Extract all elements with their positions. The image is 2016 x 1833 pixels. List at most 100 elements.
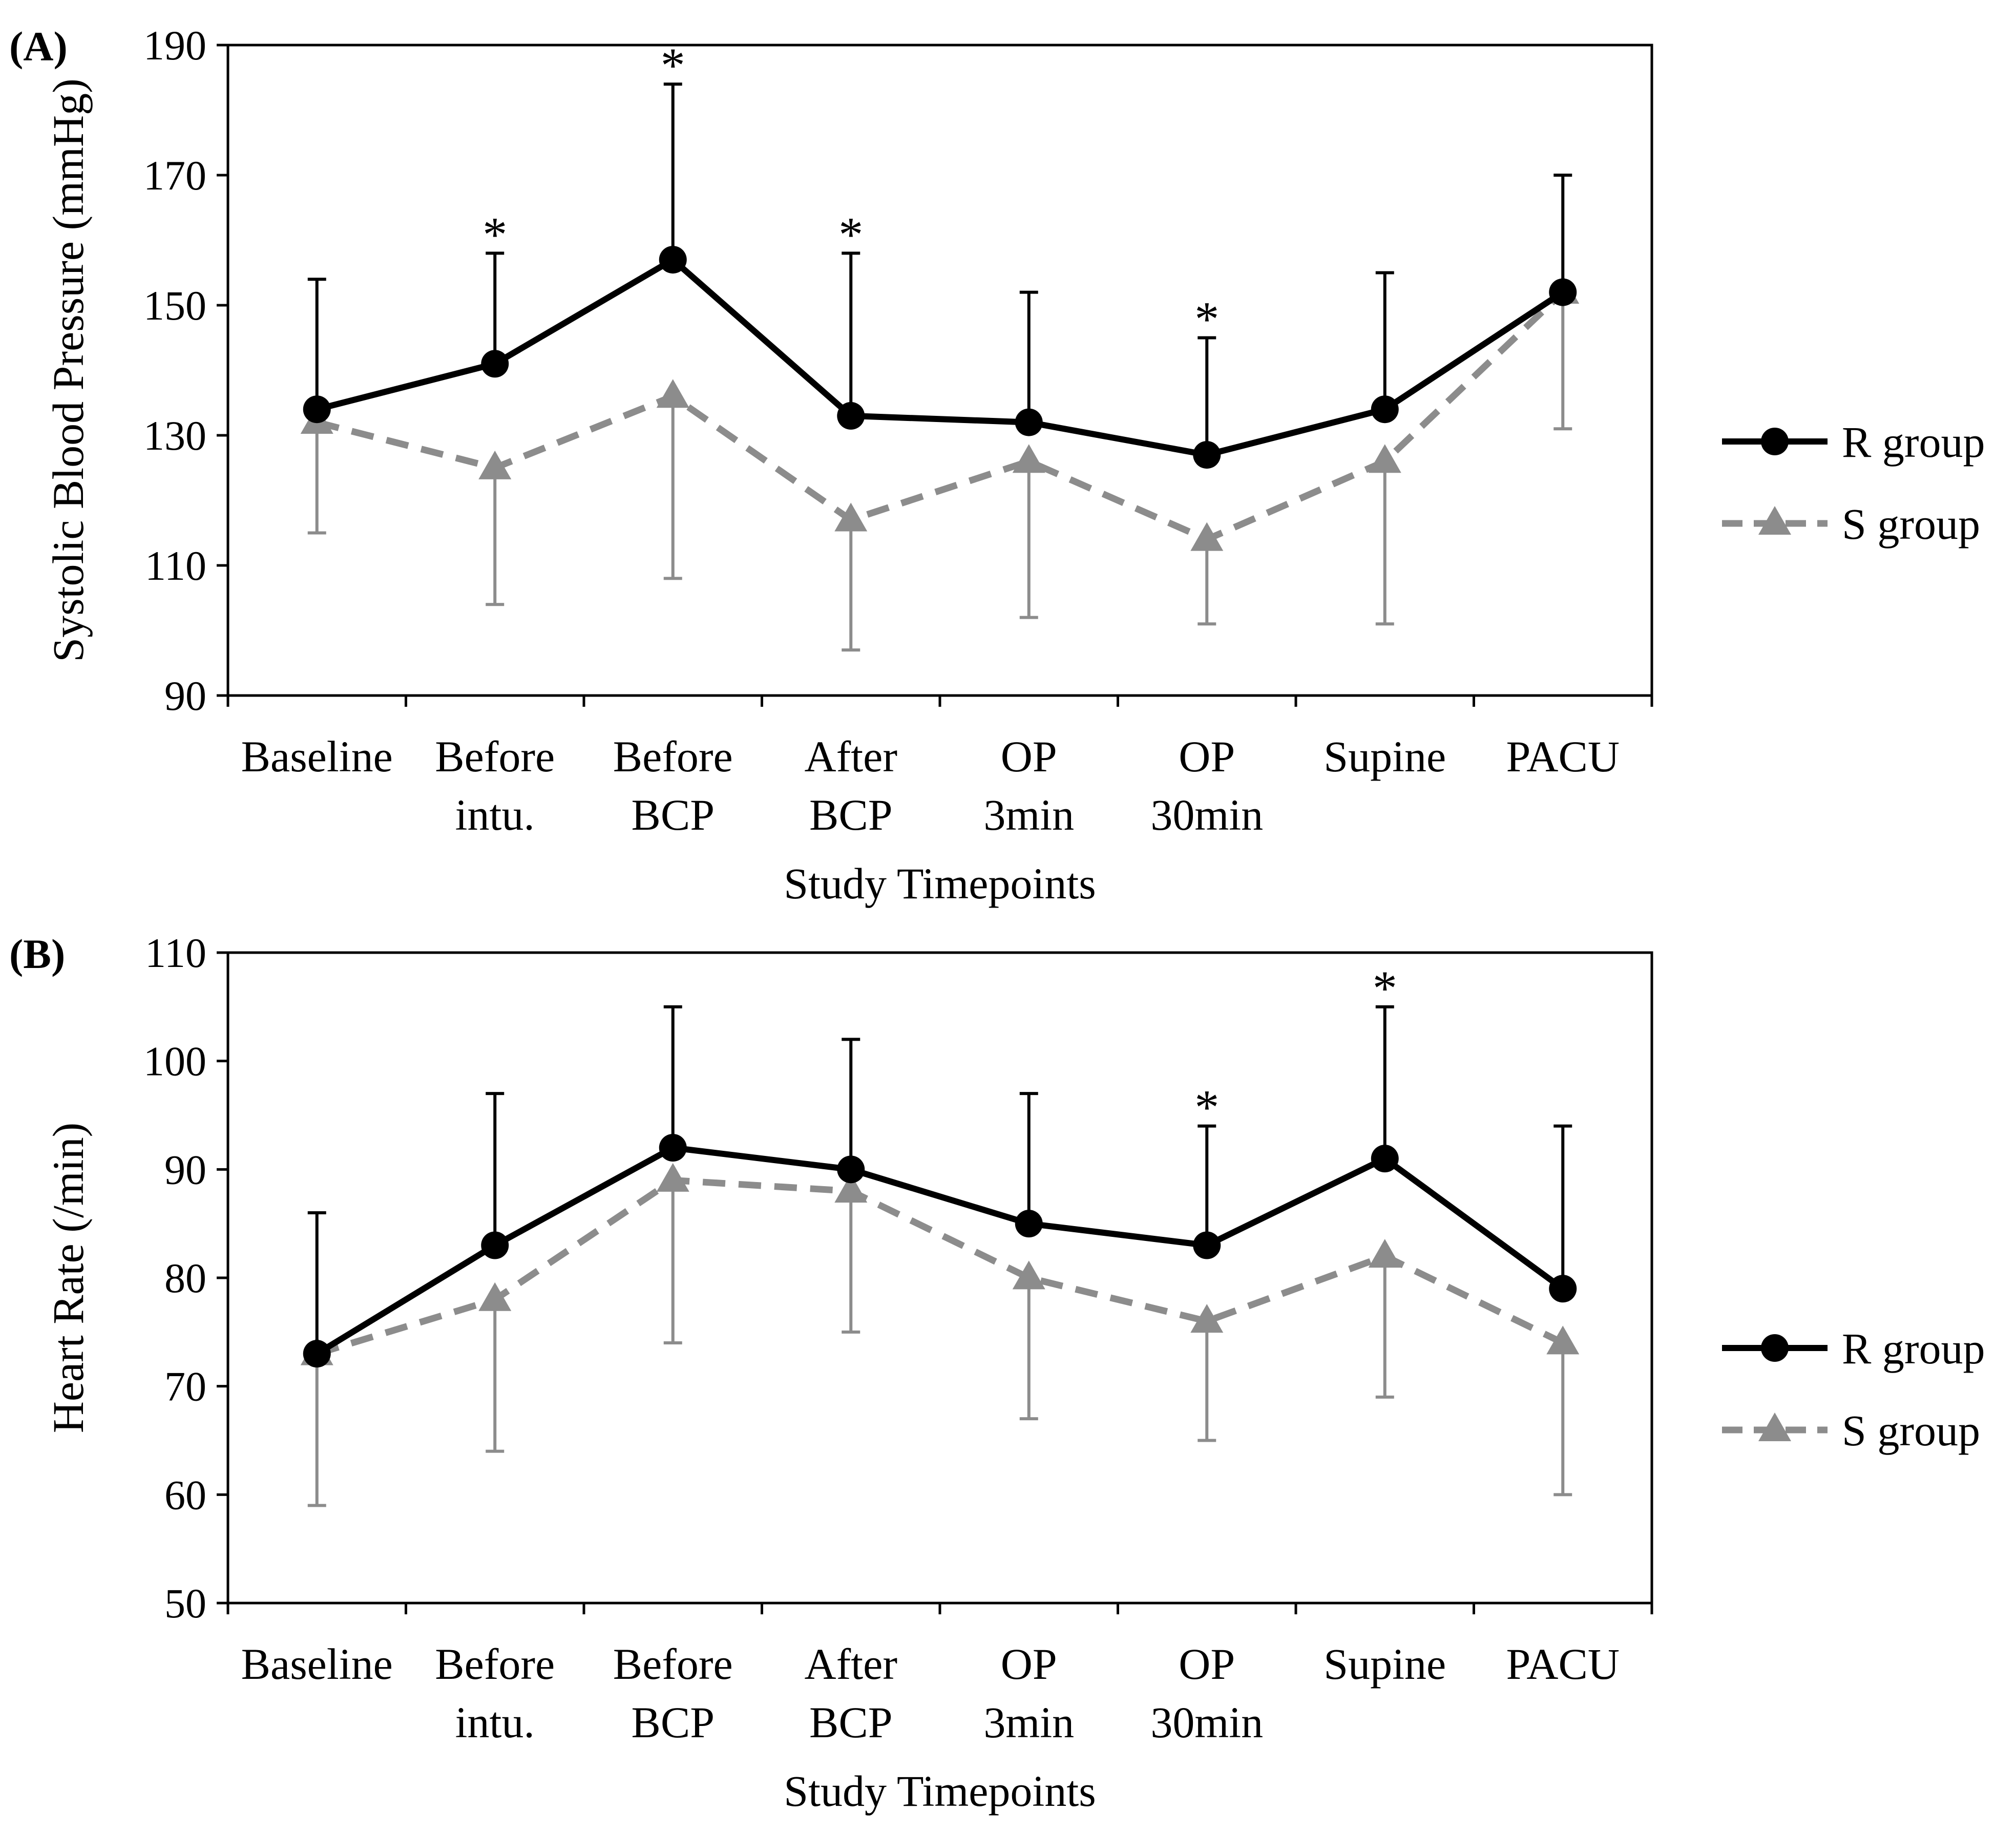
- y-tick-label: 150: [143, 282, 206, 329]
- y-tick-label: 60: [164, 1471, 206, 1518]
- data-point: [1190, 522, 1224, 551]
- data-point: [837, 1155, 865, 1184]
- x-category-label: Before: [435, 1639, 555, 1689]
- x-category-label: After: [805, 1639, 897, 1689]
- data-point: [1012, 444, 1045, 473]
- x-category-label: PACU: [1506, 732, 1620, 781]
- x-category-label: PACU: [1506, 1639, 1620, 1689]
- series-line: [316, 257, 1565, 458]
- x-category-label: 3min: [983, 1698, 1074, 1747]
- data-point: [1549, 1275, 1577, 1303]
- x-category-label: After: [805, 732, 897, 781]
- data-point: [1015, 1210, 1043, 1238]
- x-category-label: BCP: [631, 1698, 715, 1747]
- series-line: [315, 1145, 1565, 1357]
- series-r-group: [303, 1005, 1577, 1368]
- chart-panel-2: 50 60 70 80 90 100 110 Baseline Before intu. Befor…: [9, 930, 1985, 1816]
- data-point: [1190, 1304, 1224, 1333]
- y-tick-label: 130: [143, 412, 206, 459]
- y-tick-label: 50: [164, 1580, 206, 1627]
- legend: R group S group: [1722, 1324, 1985, 1455]
- x-category-label: Supine: [1324, 732, 1446, 781]
- legend-label: S group: [1842, 499, 1980, 549]
- data-point: [834, 1174, 868, 1203]
- y-tick-label: 110: [145, 930, 206, 976]
- legend: R group S group: [1722, 417, 1985, 549]
- plot-frame: [226, 44, 1653, 697]
- data-point: [1368, 444, 1401, 473]
- legend-marker: [1761, 428, 1789, 455]
- series-line: [316, 289, 1565, 543]
- series-line: [316, 1177, 1565, 1357]
- data-point: [303, 1340, 331, 1368]
- x-category-label: 3min: [983, 790, 1074, 839]
- panel-label: (A): [9, 23, 68, 70]
- y-axis-title: Systolic Blood Pressure (mmHg): [44, 78, 93, 662]
- data-point: [1368, 1239, 1401, 1268]
- data-point: [1193, 1231, 1221, 1259]
- x-category-label: Supine: [1324, 1639, 1446, 1689]
- legend-label: R group: [1842, 1324, 1985, 1373]
- significance-asterisk: *: [1194, 292, 1219, 347]
- x-category-label: OP: [1001, 1639, 1057, 1689]
- y-tick-label: 190: [143, 22, 206, 69]
- x-category-label: 30min: [1150, 790, 1263, 839]
- x-category-label: Before: [613, 1639, 733, 1689]
- legend-marker: [1761, 1334, 1789, 1362]
- significance-asterisk: *: [1373, 961, 1397, 1016]
- data-point: [656, 379, 689, 408]
- x-category-label: 30min: [1150, 1698, 1263, 1747]
- x-category-label: BCP: [809, 790, 893, 839]
- data-point: [478, 450, 512, 479]
- data-point: [481, 1231, 509, 1259]
- x-category-label: Baseline: [241, 732, 393, 781]
- data-point: [659, 246, 687, 274]
- data-point: [478, 1282, 512, 1311]
- x-category-label: Before: [613, 732, 733, 781]
- x-category-label: BCP: [631, 790, 715, 839]
- significance-asterisk: *: [482, 207, 507, 262]
- data-point: [1371, 1145, 1399, 1173]
- data-point: [1546, 1325, 1580, 1355]
- series-s-group: [300, 275, 1580, 652]
- y-tick-label: 170: [143, 152, 206, 199]
- significance-asterisk: *: [661, 38, 685, 93]
- y-tick-label: 70: [164, 1363, 206, 1410]
- legend-label: R group: [1842, 417, 1985, 467]
- legend-label: S group: [1842, 1406, 1980, 1455]
- y-axis-title: Heart Rate (/min): [44, 1123, 93, 1434]
- x-category-label: Baseline: [241, 1639, 393, 1689]
- y-tick-label: 110: [145, 542, 206, 589]
- x-axis-title: Study Timepoints: [784, 1766, 1096, 1816]
- x-category-label: intu.: [455, 790, 535, 839]
- x-category-label: OP: [1179, 732, 1235, 781]
- data-point: [656, 1163, 689, 1192]
- data-point: [837, 402, 865, 430]
- data-point: [1549, 278, 1577, 306]
- series-r-group: [303, 82, 1577, 469]
- y-tick-label: 90: [164, 1146, 206, 1193]
- significance-asterisk: *: [838, 207, 863, 262]
- x-axis-title: Study Timepoints: [784, 859, 1096, 908]
- x-category-label: BCP: [809, 1698, 893, 1747]
- x-category-label: Before: [435, 732, 555, 781]
- panel-label: (B): [9, 931, 65, 977]
- y-tick-label: 80: [164, 1255, 206, 1301]
- x-category-label: OP: [1179, 1639, 1235, 1689]
- legend-marker: [1758, 1413, 1791, 1441]
- data-point: [1193, 441, 1221, 469]
- x-category-label: OP: [1001, 732, 1057, 781]
- y-tick-label: 100: [143, 1038, 206, 1085]
- chart-panel-1: 90 110 130 150 170 190 Baseline Before intu. Befo…: [9, 22, 1985, 908]
- data-point: [659, 1134, 687, 1162]
- legend-marker: [1758, 506, 1791, 535]
- y-tick-label: 90: [164, 672, 206, 719]
- series-s-group: [300, 1163, 1580, 1507]
- data-point: [1012, 1260, 1045, 1290]
- data-point: [1015, 408, 1043, 436]
- data-point: [303, 395, 331, 424]
- x-category-label: intu.: [455, 1698, 535, 1747]
- data-point: [481, 350, 509, 378]
